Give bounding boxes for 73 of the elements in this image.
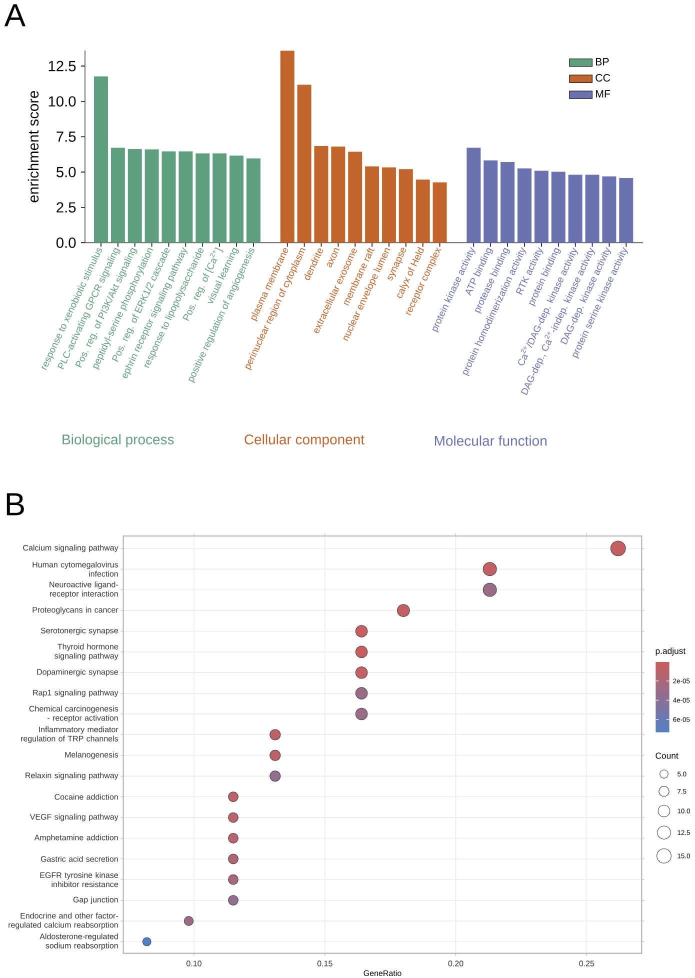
bar <box>246 158 260 243</box>
x-axis-title: GeneRatio <box>364 970 402 976</box>
legend-label: BP <box>596 58 609 66</box>
bar <box>280 50 294 243</box>
bar <box>314 146 328 243</box>
bar <box>196 153 210 243</box>
y-tick-label: Calcium signaling pathway <box>23 544 118 552</box>
bar <box>297 84 312 243</box>
bar <box>178 151 193 243</box>
bar <box>602 176 616 243</box>
bar <box>94 76 108 243</box>
bar <box>348 152 362 243</box>
bar <box>585 174 600 243</box>
x-tick-label: axon <box>327 248 340 268</box>
bar <box>432 182 447 243</box>
y-tick-label: Melanogenesis <box>65 752 118 760</box>
y-tick-label: Endocrine and other factor-regulated calcium reabsorption <box>8 912 118 930</box>
text: Molecular function <box>434 436 546 446</box>
y-tick-label: Neuroactive ligand-receptor interaction <box>50 581 118 598</box>
bar <box>484 160 498 243</box>
y-tick-label: EGFR tyrosine kinase inhibitor resistance <box>40 872 118 888</box>
bar <box>365 166 380 243</box>
chart-title: A <box>4 4 26 26</box>
y-tick-label: Inflammatory mediator regulation of TRP channels <box>21 726 118 744</box>
chart-title: B <box>6 493 24 516</box>
y-tick-label: Rap1 signaling pathway <box>33 690 118 698</box>
y-tick-label: Cocaine addiction <box>54 794 118 800</box>
text: Cellular component <box>244 434 364 448</box>
color-bar-title: p.adjust <box>656 648 686 656</box>
y-tick-label: Gastric acid secretion <box>40 856 118 862</box>
bar <box>128 149 142 243</box>
bar <box>416 180 430 243</box>
legend-label: MF <box>596 90 610 98</box>
bar <box>144 149 159 243</box>
y-tick-label: Human cytomegalovirus infection <box>32 562 118 577</box>
x-tick-label: 0.20 <box>448 960 464 966</box>
y-tick-label: Amphetamine addiction <box>34 834 118 842</box>
legend-title: Count <box>656 752 678 759</box>
y-tick-label: VEGF signaling pathway <box>30 814 118 822</box>
bar <box>331 146 346 243</box>
y-tick-label: Relaxin signaling pathway <box>26 772 118 780</box>
y-axis-title: enrichment score <box>28 91 39 202</box>
legend-label: CC <box>596 74 610 82</box>
bar <box>517 168 532 243</box>
bar <box>568 174 582 243</box>
text: Biological process <box>62 434 174 448</box>
y-tick-label: Aldosterone-regulated sodium reabsorption <box>40 933 118 950</box>
bar <box>162 151 176 243</box>
x-tick-label: 0.15 <box>317 960 332 966</box>
bar <box>110 148 125 243</box>
y-tick-label: 0.0 <box>56 238 76 248</box>
y-tick-label: Dopaminergic synapse <box>37 668 118 676</box>
y-tick-label: 10.0 <box>48 96 76 107</box>
y-tick-label: Chemical carcinogenesis - receptor activation <box>29 706 118 722</box>
bar <box>212 153 227 243</box>
bar <box>230 156 244 243</box>
y-tick-label: Thyroid hormone signaling pathway <box>54 644 118 660</box>
y-tick-label: Proteoglycans in cancer <box>32 606 118 614</box>
y-tick-label: Gap junction <box>73 896 118 904</box>
y-tick-label: Serotonergic synapse <box>40 627 118 635</box>
bar <box>466 148 481 243</box>
bar <box>534 170 548 243</box>
x-tick-label: 0.25 <box>579 960 594 966</box>
bar <box>398 169 413 243</box>
bar <box>500 162 515 243</box>
y-tick-label: 2.5 <box>56 202 76 213</box>
y-tick-label: 7.5 <box>56 132 76 142</box>
x-tick-label: 0.10 <box>186 960 202 966</box>
bar <box>619 178 634 243</box>
y-tick-label: 12.5 <box>48 60 76 72</box>
bar <box>382 167 396 243</box>
y-tick-label: 5.0 <box>56 166 76 178</box>
bar <box>551 172 566 243</box>
